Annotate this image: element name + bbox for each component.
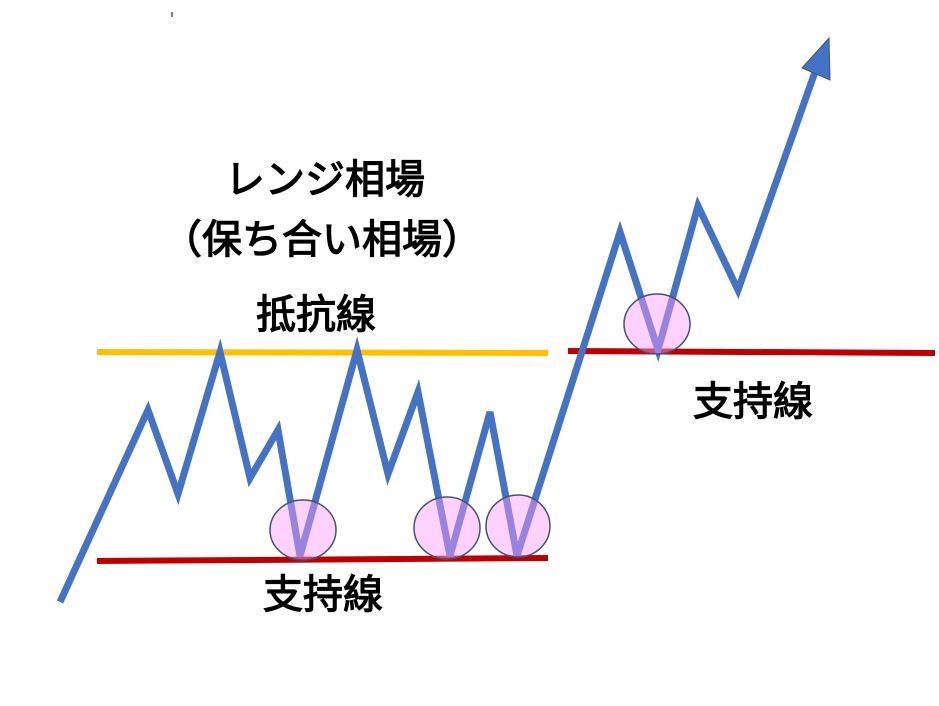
- support-label-left: 支持線: [263, 572, 383, 618]
- arrow-up-right-icon: [801, 36, 831, 81]
- support-line-left: [96, 555, 549, 564]
- support-touch-circle: [623, 293, 691, 355]
- support-label-right: 支持線: [693, 379, 813, 425]
- support-line-right: [567, 348, 936, 356]
- resistance-label: 抵抗線: [256, 292, 376, 338]
- resistance-line: [96, 349, 549, 356]
- support-touch-circle: [485, 494, 551, 558]
- title-line1: レンジ相場: [225, 157, 425, 203]
- price-line: [56, 70, 819, 604]
- support-touch-circle: [269, 499, 337, 561]
- title-line2: （保ち合い相場）: [162, 217, 482, 263]
- support-touch-circle: [413, 496, 481, 560]
